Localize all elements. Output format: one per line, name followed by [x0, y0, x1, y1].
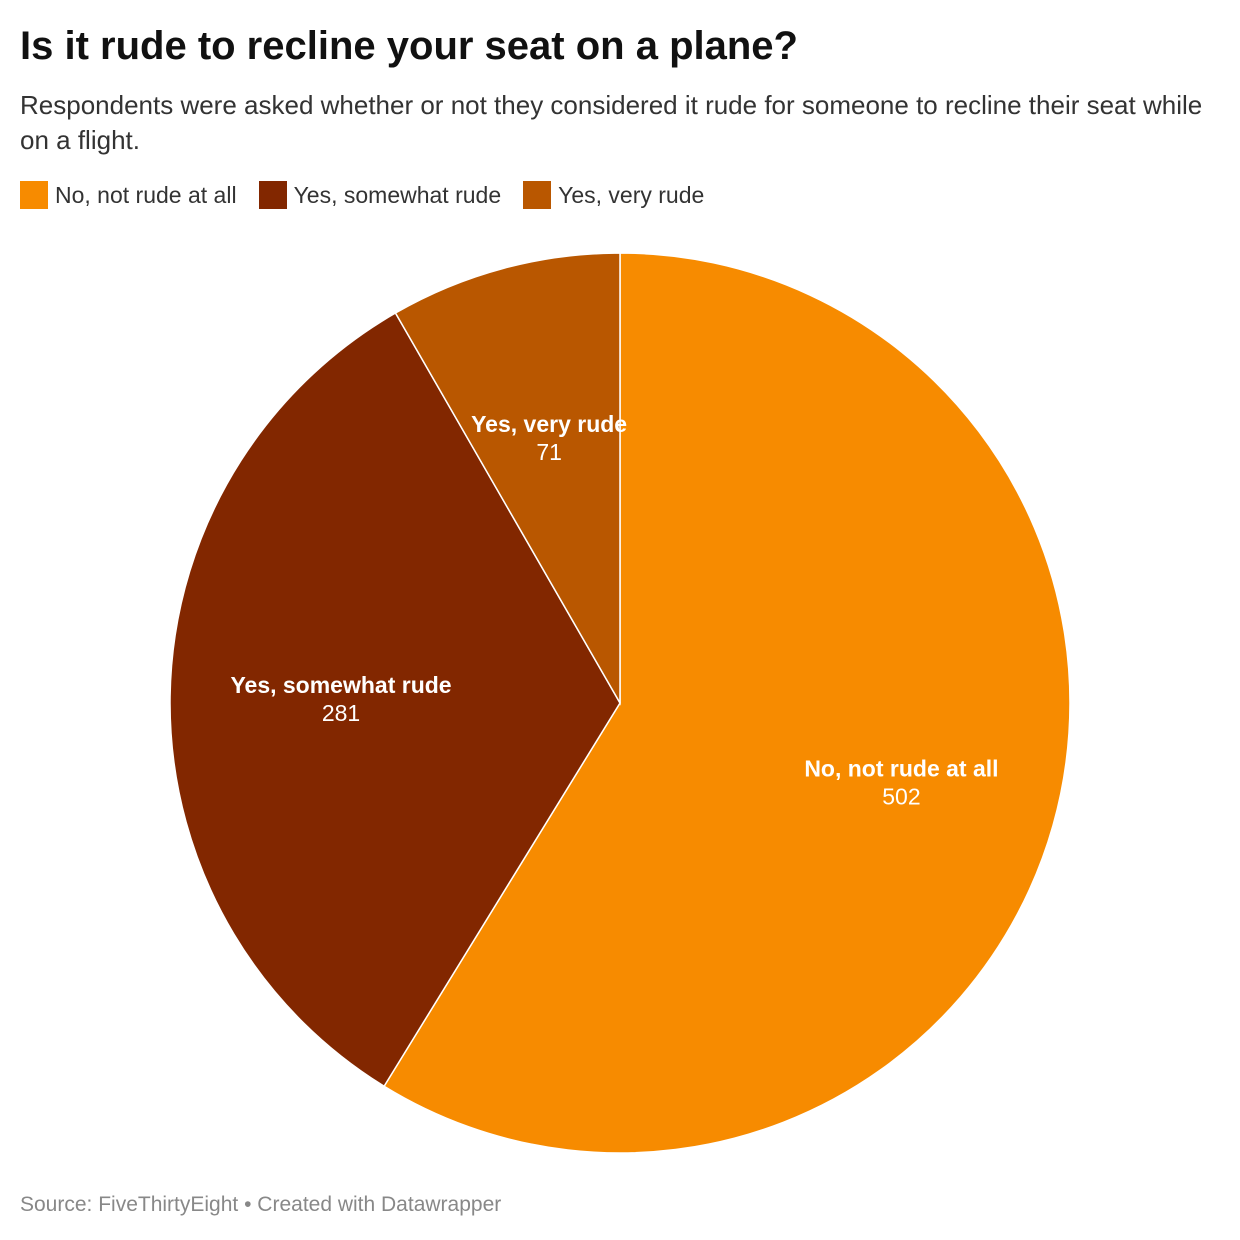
legend-item-somewhat-rude: Yes, somewhat rude: [258, 181, 502, 209]
slice-value-somewhat-rude: 281: [322, 700, 360, 726]
slice-label-not-rude: No, not rude at all: [804, 756, 998, 782]
slice-very-rude: [394, 252, 621, 706]
credit-text: Created with Datawrapper: [257, 1193, 502, 1216]
slice-label-very-rude: Yes, very rude: [471, 411, 627, 437]
slice-not-rude: [383, 252, 1071, 1154]
legend-swatch-not-rude: [20, 181, 48, 209]
pie-slices: [169, 252, 1071, 1154]
source-text: Source: FiveThirtyEight: [20, 1193, 239, 1216]
legend-item-not-rude: No, not rude at all: [20, 181, 237, 209]
chart-footer: Source: FiveThirtyEight • Created with D…: [20, 1193, 501, 1217]
slice-value-not-rude: 502: [882, 784, 920, 810]
legend-swatch-very-rude: [523, 181, 552, 209]
legend: No, not rude at all Yes, somewhat rude Y…: [20, 181, 726, 209]
slice-label-somewhat-rude: Yes, somewhat rude: [230, 672, 451, 698]
legend-swatch-somewhat-rude: [258, 181, 287, 209]
legend-item-very-rude: Yes, very rude: [523, 181, 704, 209]
legend-label-somewhat-rude: Yes, somewhat rude: [293, 181, 502, 208]
legend-label-very-rude: Yes, very rude: [558, 181, 705, 208]
slice-somewhat-rude: [169, 311, 621, 1088]
chart-title: Is it rude to recline your seat on a pla…: [20, 24, 798, 68]
footer-separator: •: [244, 1193, 252, 1216]
slice-value-very-rude: 71: [536, 439, 562, 465]
chart-subtitle: Respondents were asked whether or not th…: [20, 90, 1203, 155]
legend-label-not-rude: No, not rude at all: [55, 181, 237, 208]
